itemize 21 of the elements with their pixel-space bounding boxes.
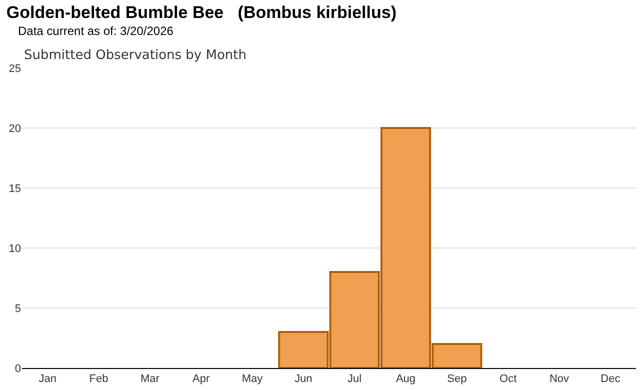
x-tick-label: Nov	[549, 373, 570, 386]
x-tick-label: Mar	[140, 373, 160, 386]
y-tick-label: 25	[8, 62, 21, 75]
y-tick-label: 15	[8, 182, 21, 195]
text: Submitted Observations by Month	[24, 48, 246, 63]
x-tick-label: Feb	[89, 373, 108, 386]
x-tick-label: Apr	[192, 373, 210, 386]
x-tick-label: Jan	[38, 373, 56, 386]
x-tick-label: Oct	[500, 373, 517, 386]
x-tick-label: May	[242, 373, 264, 386]
x-tick-label: Sep	[447, 373, 467, 386]
x-tick-label: Jul	[348, 373, 362, 386]
x-tick-label: Jun	[294, 373, 312, 386]
y-tick-label: 20	[8, 122, 21, 135]
x-tick-label: Aug	[396, 373, 416, 386]
y-tick-label: 0	[14, 362, 21, 375]
chart-subtitle: Data current as of: 3/20/2026	[18, 24, 174, 38]
y-tick-label: 10	[8, 242, 21, 255]
y-tick-label: 5	[14, 302, 21, 315]
chart-title: Golden-belted Bumble Bee (Bombus kirbiellus)	[6, 2, 397, 22]
x-tick-label: Dec	[600, 373, 621, 386]
